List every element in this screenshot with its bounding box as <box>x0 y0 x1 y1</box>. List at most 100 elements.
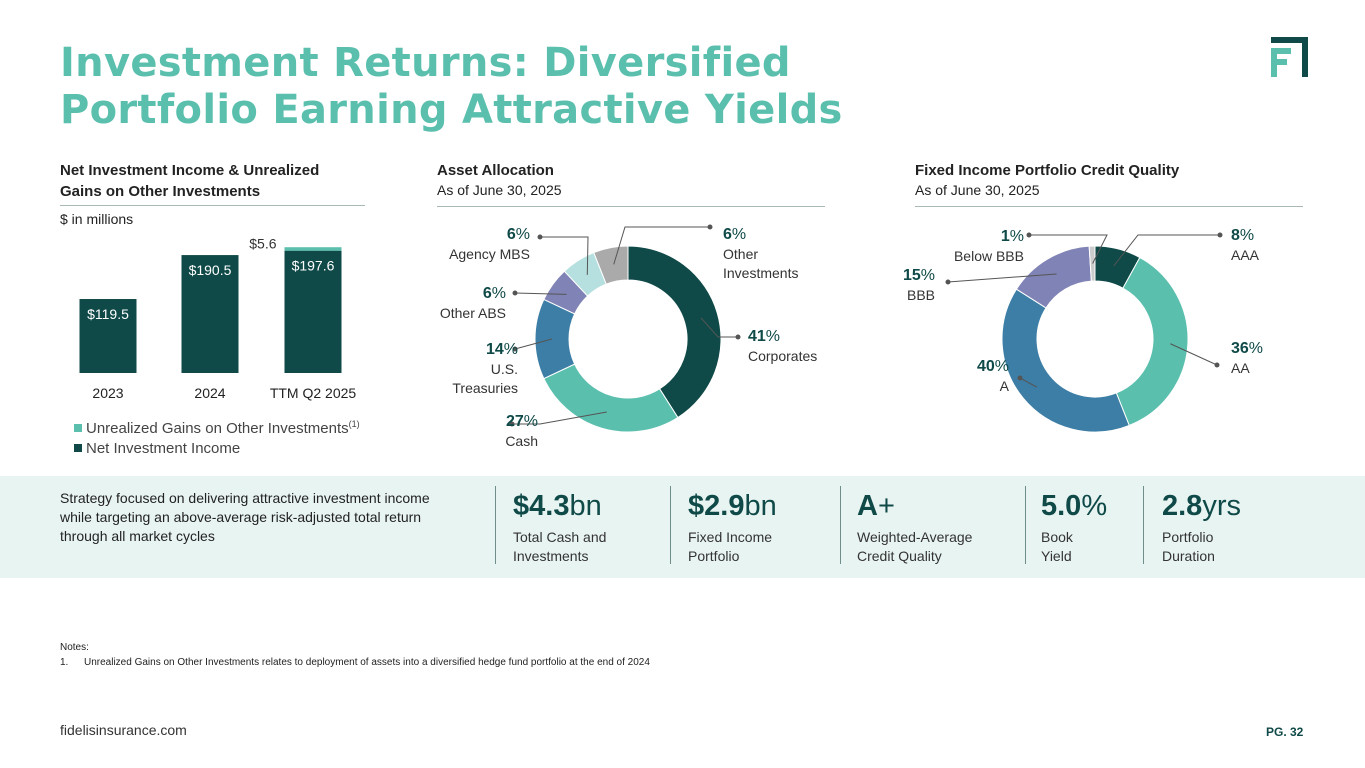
stat-duration: 2.8yrs Portfolio Duration <box>1162 489 1241 566</box>
nii-bar-chart: $119.5 2023 $190.5 2024 $197.6 $5.6 TTM Q2 202… <box>79 236 357 401</box>
stat-value: 2.8yrs <box>1162 490 1241 522</box>
stat-label-line2: Yield <box>1041 548 1072 564</box>
leader-dot-0 <box>1217 232 1223 238</box>
slice-aa <box>1115 256 1189 427</box>
credit-heading: Fixed Income Portfolio Credit Quality <box>915 162 1180 179</box>
bar-label-nii-0: $119.5 <box>87 306 129 322</box>
stat-value: $2.9bn <box>688 490 777 522</box>
page-title-line2: Portfolio Earning Attractive Yields <box>60 87 843 133</box>
strategy-line1: Strategy focused on delivering attractiv… <box>60 490 430 506</box>
stat-value: $4.3bn <box>513 490 602 522</box>
slice-name-label-3: Other ABS <box>440 305 506 321</box>
leader-dot-5 <box>707 224 713 230</box>
leader-dot-2 <box>1017 375 1023 381</box>
nii-heading: Net Investment Income & Unrealized Gains… <box>60 160 319 202</box>
legend-swatch-unrealized <box>74 424 82 432</box>
page-title: Investment Returns: Diversified Portfoli… <box>60 40 843 134</box>
stat-label-line1: Fixed Income <box>688 529 773 545</box>
stat-label-line1: Weighted-Average <box>857 529 973 545</box>
stat-label-line2: Duration <box>1162 548 1215 564</box>
slice-value-label-4: 1% <box>1001 228 1024 245</box>
slice-name-label-4: Below BBB <box>954 248 1024 264</box>
slice-name-label-1: AA <box>1231 360 1250 376</box>
slice-value-label-2: 14% <box>486 341 518 358</box>
legend-footnote-marker: (1) <box>348 419 360 429</box>
stat-total-cash: $4.3bn Total Cash and Investments <box>513 489 606 566</box>
credit-header: Fixed Income Portfolio Credit Quality As… <box>915 160 1179 200</box>
leader-line-3 <box>514 292 567 295</box>
slice-value-label-2: 40% <box>977 358 1009 375</box>
slice-below-bbb <box>1088 245 1096 282</box>
notes-item-text: Unrealized Gains on Other Investments re… <box>84 657 650 668</box>
stat-fixed-income: $2.9bn Fixed Income Portfolio <box>688 489 777 566</box>
leader-dot-4 <box>537 234 543 240</box>
bar-nii-2 <box>284 250 342 373</box>
notes-item-number: 1. <box>60 657 69 668</box>
stat-value: 5.0% <box>1041 490 1108 522</box>
bar-nii-1 <box>181 255 239 373</box>
asset-heading: Asset Allocation <box>437 162 554 179</box>
leader-line-4 <box>540 236 589 275</box>
bar-label-unrealized-2: $5.6 <box>249 236 276 252</box>
slice-name-label-3: BBB <box>907 287 935 303</box>
nii-legend: Unrealized Gains on Other Investments(1)… <box>74 414 360 459</box>
credit-divider <box>915 206 1303 207</box>
leader-line-2 <box>514 338 553 350</box>
bar-unrealized-2 <box>284 247 342 251</box>
slice-name-label-5: Other <box>723 246 758 262</box>
leader-line-1 <box>1170 343 1218 366</box>
slice-corporates <box>627 245 722 419</box>
slice-name-label-0: Corporates <box>748 348 817 364</box>
bar-label-nii-1: $190.5 <box>189 262 232 278</box>
leader-dot-3 <box>512 290 518 296</box>
stat-label-line2: Portfolio <box>688 548 740 564</box>
stat-label-line1: Total Cash and <box>513 529 607 545</box>
leader-dot-4 <box>1026 232 1032 238</box>
x-tick-label-0: 2023 <box>92 385 123 401</box>
slice-value-label-1: 36% <box>1231 340 1263 357</box>
leader-line-4 <box>1029 234 1108 264</box>
page-number: PG. 32 <box>1266 725 1304 739</box>
slice-value-label-0: 8% <box>1231 227 1254 244</box>
slice-value-label-3: 15% <box>903 267 935 284</box>
leader-dot-1 <box>1214 362 1220 368</box>
bar-nii-0 <box>79 299 137 373</box>
leader-dot-3 <box>945 279 951 285</box>
slice-name-label-0: AAA <box>1231 247 1260 263</box>
slice-name-label-5: Investments <box>723 265 798 281</box>
slice-value-label-3: 6% <box>483 285 506 302</box>
leader-line-2 <box>1019 377 1038 388</box>
company-logo-icon <box>1271 37 1308 77</box>
stat-divider <box>1025 486 1026 564</box>
asset-allocation-donut: 41% Corporates 27% Cash 14% U.S. Treasuries 6% O… <box>440 224 817 449</box>
x-tick-label-2: TTM Q2 2025 <box>270 385 357 401</box>
stat-label-line1: Book <box>1041 529 1073 545</box>
leader-line-0 <box>1113 234 1220 267</box>
stat-credit-quality: A+ Weighted-Average Credit Quality <box>857 489 972 566</box>
slice-value-label-1: 27% <box>506 413 538 430</box>
legend-item-nii: Net Investment Income <box>74 439 360 459</box>
slice-name-label-2: Treasuries <box>452 380 518 396</box>
slice-a <box>1001 288 1130 433</box>
nii-divider <box>60 205 365 206</box>
asset-header: Asset Allocation As of June 30, 2025 <box>437 160 562 200</box>
notes-item: 1. Unrealized Gains on Other Investments … <box>60 655 650 670</box>
slice-value-label-5: 6% <box>723 226 746 243</box>
footer-website[interactable]: fidelisinsurance.com <box>60 722 187 738</box>
notes: Notes: 1. Unrealized Gains on Other Inves… <box>60 640 650 670</box>
slice-other-investments <box>593 245 629 285</box>
stat-book-yield: 5.0% Book Yield <box>1041 489 1107 566</box>
legend-swatch-nii <box>74 444 82 452</box>
leader-dot-2 <box>512 346 518 352</box>
leader-dot-1 <box>509 421 515 427</box>
asset-as-of: As of June 30, 2025 <box>437 182 562 198</box>
leader-line-1 <box>512 411 607 425</box>
slice-name-label-2: A <box>1000 378 1010 394</box>
strategy-statement: Strategy focused on delivering attractiv… <box>60 489 430 546</box>
asset-divider <box>437 206 825 207</box>
credit-as-of: As of June 30, 2025 <box>915 182 1040 198</box>
legend-label-nii: Net Investment Income <box>86 440 241 457</box>
stat-divider <box>840 486 841 564</box>
nii-heading-line2: Gains on Other Investments <box>60 183 261 200</box>
bar-label-nii-2: $197.6 <box>292 258 335 274</box>
